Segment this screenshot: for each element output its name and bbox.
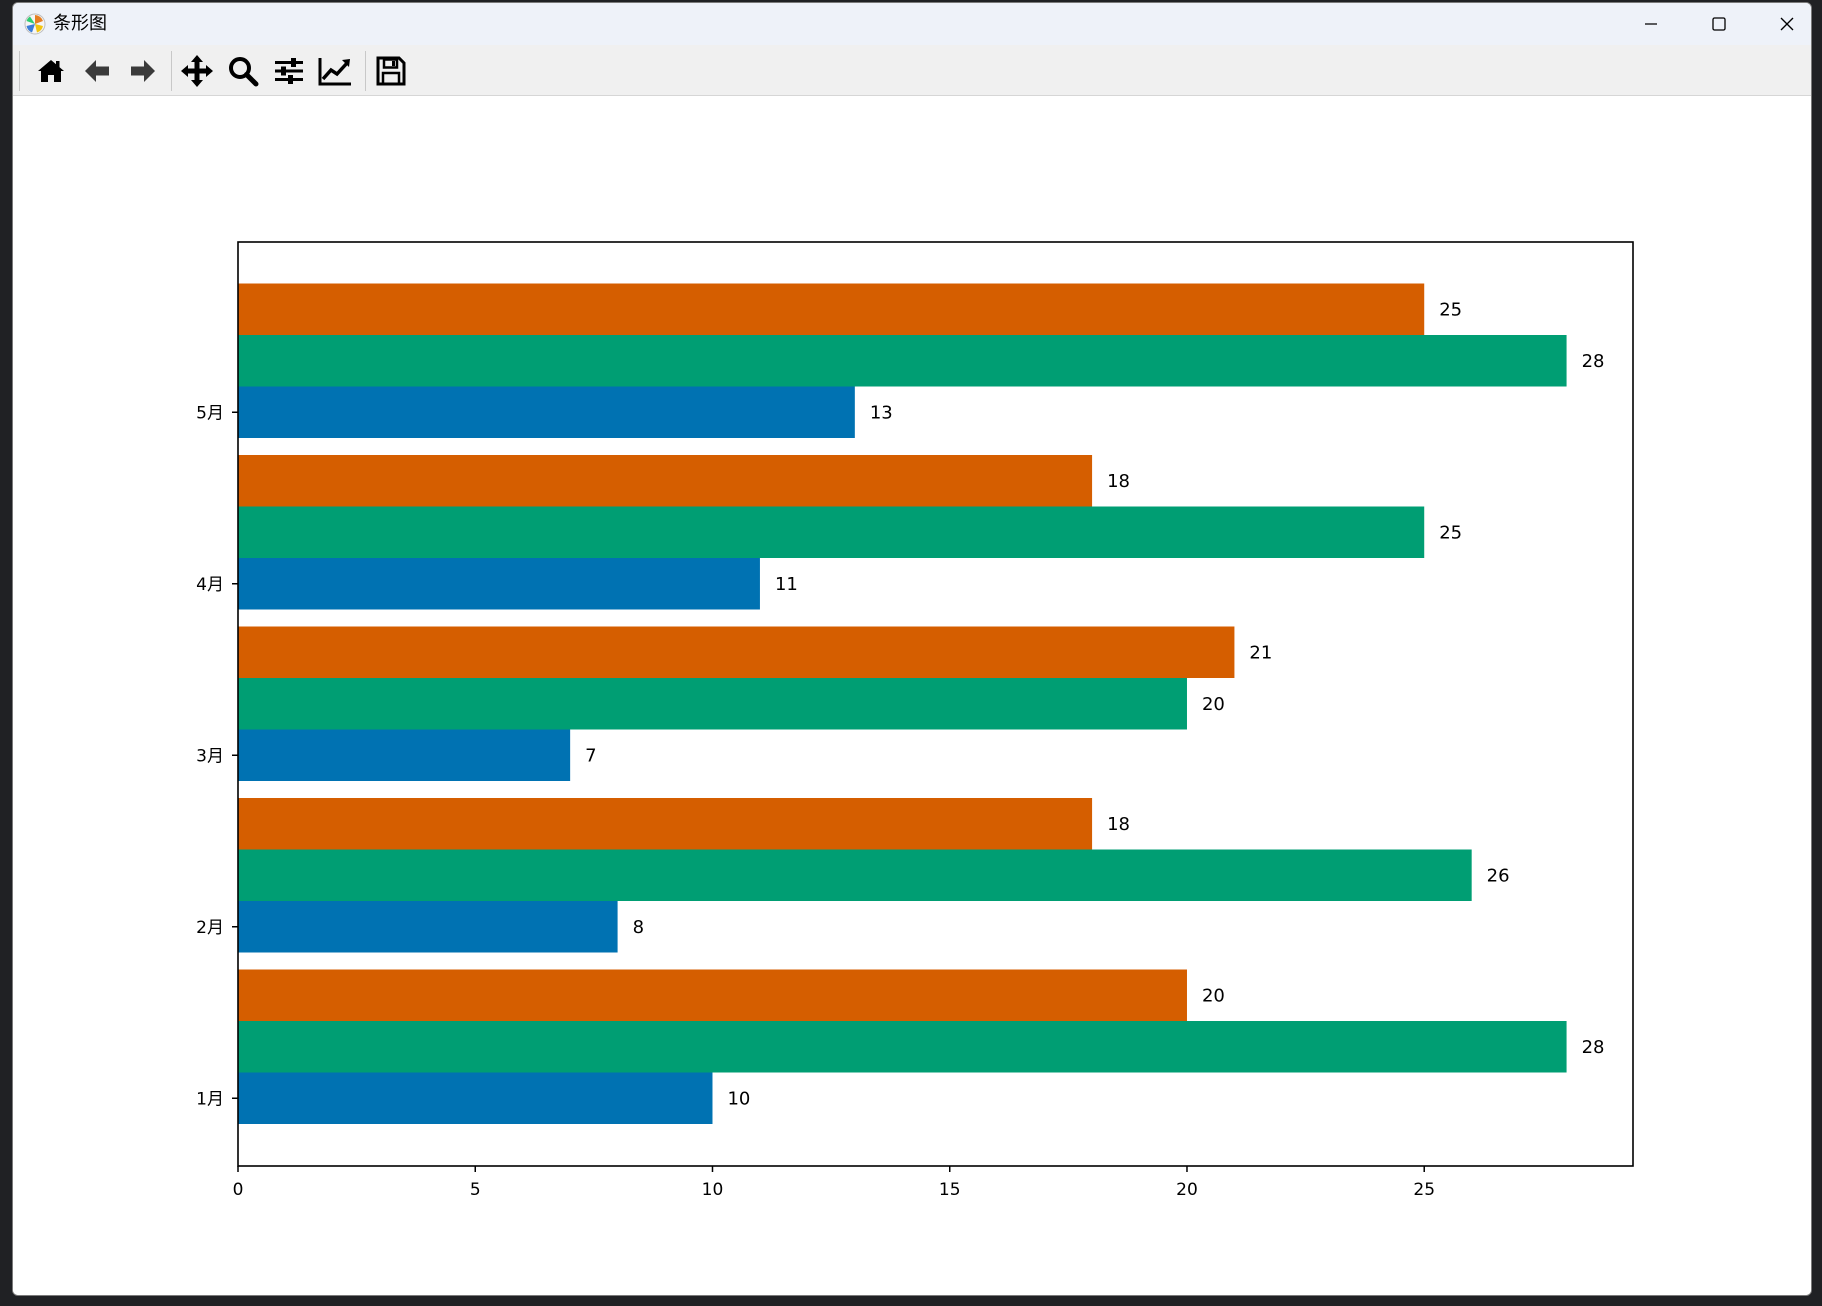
x-tick-label: 15 — [939, 1180, 961, 1200]
bar-3月-series-3 — [238, 626, 1235, 678]
save-icon — [376, 56, 406, 86]
x-tick-label: 10 — [702, 1180, 724, 1200]
navigation-toolbar — [13, 45, 1811, 96]
back-icon — [85, 60, 109, 82]
y-tick-label: 1月 — [196, 1089, 224, 1109]
x-tick-label: 5 — [470, 1180, 481, 1200]
bar-value-label: 18 — [1107, 471, 1130, 492]
bar-value-label: 13 — [870, 402, 893, 423]
bar-5月-series-1 — [238, 386, 855, 438]
bar-value-label: 25 — [1439, 522, 1462, 543]
matplotlib-app-icon — [24, 13, 46, 35]
back-button[interactable] — [77, 52, 117, 90]
x-tick-label: 20 — [1176, 1180, 1198, 1200]
bar-value-label: 21 — [1249, 642, 1272, 663]
bar-value-label: 28 — [1582, 351, 1605, 372]
bar-2月-series-2 — [238, 849, 1472, 901]
figure-canvas[interactable]: 10 28 20 8 26 18 7 20 21 11 25 18 13 28 25 0 5 10 15 20 25 … — [13, 96, 1811, 1295]
pan-icon — [181, 55, 213, 87]
bar-value-label: 10 — [727, 1088, 750, 1109]
home-button[interactable] — [31, 52, 71, 90]
bar-value-label: 20 — [1202, 985, 1225, 1006]
bar-value-label: 26 — [1487, 865, 1510, 886]
title-bar[interactable]: 条形图 — [13, 3, 1811, 45]
bar-4月-series-1 — [238, 558, 760, 610]
pan-button[interactable] — [177, 52, 217, 90]
bar-1月-series-2 — [238, 1021, 1567, 1073]
bar-value-label: 7 — [585, 745, 596, 766]
forward-icon — [131, 60, 155, 82]
edit-axis-icon — [318, 58, 351, 86]
forward-button[interactable] — [123, 52, 163, 90]
bar-3月-series-1 — [238, 729, 571, 781]
bar-value-label: 25 — [1439, 299, 1462, 320]
toolbar-separator — [365, 51, 366, 91]
maximize-button[interactable] — [1685, 3, 1753, 45]
toolbar-separator — [19, 51, 20, 91]
maximize-icon — [1712, 17, 1726, 31]
configure-subplots-button[interactable] — [269, 52, 309, 90]
bar-1月-series-1 — [238, 1072, 713, 1124]
save-button[interactable] — [371, 52, 411, 90]
home-icon — [38, 60, 64, 82]
x-tick-label: 25 — [1413, 1180, 1435, 1200]
bar-5月-series-3 — [238, 283, 1425, 335]
y-tick-label: 5月 — [196, 403, 224, 423]
x-tick-label: 0 — [233, 1180, 244, 1200]
bar-5月-series-2 — [238, 335, 1567, 387]
edit-axis-button[interactable] — [315, 52, 355, 90]
bar-3月-series-2 — [238, 678, 1187, 730]
bar-4月-series-2 — [238, 506, 1425, 558]
window-title: 条形图 — [53, 13, 107, 34]
minimize-icon — [1645, 23, 1657, 25]
toolbar-separator — [171, 51, 172, 91]
zoom-button[interactable] — [223, 52, 263, 90]
bar-1月-series-3 — [238, 969, 1187, 1021]
close-icon — [1780, 17, 1794, 31]
minimize-button[interactable] — [1617, 3, 1685, 45]
bar-value-label: 28 — [1582, 1037, 1605, 1058]
bar-4月-series-3 — [238, 455, 1093, 507]
bar-value-label: 20 — [1202, 694, 1225, 715]
bar-value-label: 8 — [633, 917, 644, 938]
app-window: 条形图 — [12, 2, 1812, 1296]
y-tick-label: 2月 — [196, 918, 224, 938]
y-tick-label: 4月 — [196, 575, 224, 595]
bar-2月-series-1 — [238, 901, 618, 953]
zoom-icon — [229, 57, 259, 87]
axes-frame — [237, 241, 1634, 1167]
bar-value-label: 18 — [1107, 814, 1130, 835]
y-tick-label: 3月 — [196, 746, 224, 766]
bar-value-label: 11 — [775, 574, 798, 595]
close-button[interactable] — [1753, 3, 1811, 45]
configure-subplots-icon — [275, 58, 303, 84]
bar-2月-series-3 — [238, 798, 1093, 850]
